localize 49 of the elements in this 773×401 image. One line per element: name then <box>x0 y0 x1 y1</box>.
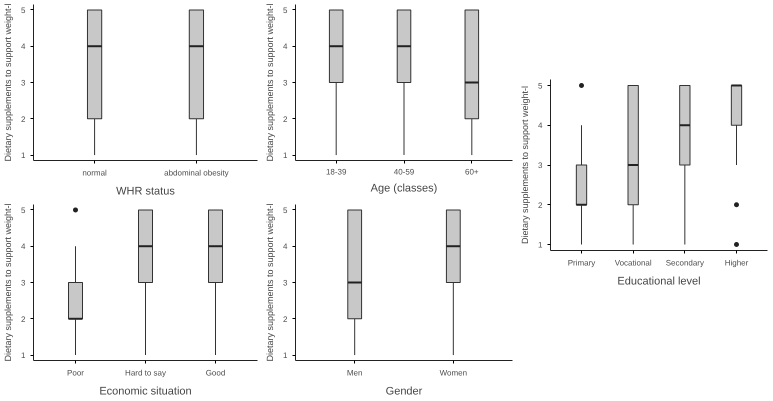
y-axis-title: Dietary supplements to support weight-l <box>3 203 14 362</box>
y-tick-label: 3 <box>21 78 26 88</box>
x-axis-title: Educational level <box>617 276 701 288</box>
x-tick-label: Vocational <box>614 258 652 268</box>
y-axis-title: Dietary supplements to support weight-l <box>520 86 530 244</box>
y-tick-label: 4 <box>283 42 288 52</box>
y-tick-label: 3 <box>283 278 288 288</box>
x-tick-label: 18-39 <box>326 168 347 176</box>
y-tick-label: 4 <box>21 42 26 52</box>
y-tick-label: 5 <box>21 206 26 215</box>
y-tick-label: 3 <box>21 278 26 288</box>
x-tick-label: Women <box>440 368 468 378</box>
y-axis-title: Dietary supplements to support weight-l <box>3 3 14 162</box>
y-tick-label: 2 <box>538 200 544 210</box>
y-tick-label: 4 <box>538 121 544 130</box>
y-tick-label: 1 <box>21 351 26 360</box>
x-tick-label: Men <box>346 368 362 378</box>
y-tick-label: 5 <box>538 81 544 90</box>
y-tick-label: 1 <box>283 351 288 360</box>
y-tick-label: 3 <box>283 78 288 88</box>
x-tick-label: normal <box>82 168 108 178</box>
y-tick-label: 1 <box>21 151 26 160</box>
x-tick-label: abdominal obesity <box>164 168 229 178</box>
x-tick-label: 40-59 <box>394 168 415 176</box>
y-tick-label: 1 <box>283 151 288 160</box>
y-tick-label: 5 <box>283 206 288 215</box>
x-axis-title: WHR status <box>116 186 176 198</box>
y-axis-title: Dietary supplements to support weight-l <box>265 203 276 362</box>
y-tick-label: 5 <box>283 6 288 15</box>
x-axis-title: Age (classes) <box>370 182 438 194</box>
y-tick-label: 2 <box>283 314 288 324</box>
x-tick-label: 60+ <box>465 168 479 176</box>
y-tick-label: 5 <box>21 6 26 15</box>
x-tick-label: Primary <box>568 258 596 268</box>
x-tick-label: Higher <box>724 258 749 268</box>
y-tick-label: 4 <box>21 242 26 252</box>
y-tick-label: 2 <box>283 114 288 124</box>
y-axis-title: Dietary supplements to support weight-l <box>265 3 276 162</box>
x-axis-title: Gender <box>386 386 423 398</box>
x-axis-title: Economic situation <box>99 386 192 398</box>
x-tick-label: Poor <box>67 368 84 378</box>
y-tick-label: 4 <box>283 242 288 252</box>
y-tick-label: 1 <box>538 240 544 250</box>
y-tick-label: 2 <box>21 314 26 324</box>
x-tick-label: Secondary <box>666 258 704 268</box>
x-tick-label: Hard to say <box>125 368 166 378</box>
y-tick-label: 2 <box>21 114 26 124</box>
y-tick-label: 3 <box>538 161 544 170</box>
x-tick-label: Good <box>206 368 226 378</box>
